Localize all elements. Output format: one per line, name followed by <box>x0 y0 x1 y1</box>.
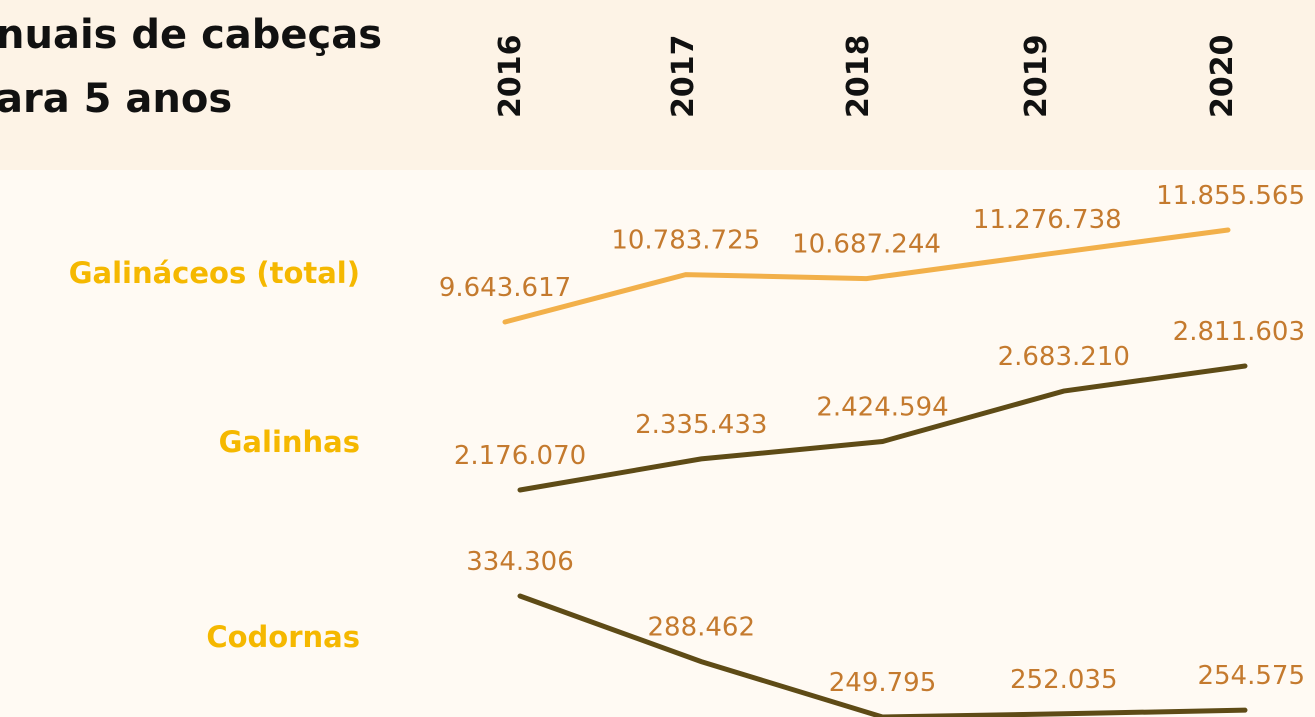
value-label: 11.276.738 <box>973 205 1122 235</box>
year-label: 2019 <box>1019 35 1054 119</box>
value-label: 10.783.725 <box>611 226 760 256</box>
row-label: Codornas <box>206 620 360 654</box>
line <box>517 593 1248 717</box>
value-label: 254.575 <box>1197 661 1305 691</box>
value-label: 11.855.565 <box>1156 181 1305 211</box>
line <box>502 227 1231 325</box>
title-line: ara 5 anos <box>0 76 232 122</box>
value-label: 9.643.617 <box>439 273 571 303</box>
value-label: 252.035 <box>1010 665 1118 695</box>
value-label: 334.306 <box>466 547 574 577</box>
year-label: 2016 <box>493 35 528 119</box>
title-line: nuais de cabeças <box>0 12 382 58</box>
value-label: 2.335.433 <box>635 410 767 440</box>
value-label: 2.424.594 <box>816 393 948 423</box>
year-label: 2020 <box>1205 35 1240 119</box>
value-label: 2.811.603 <box>1173 317 1305 347</box>
year-label: 2018 <box>841 35 876 119</box>
line <box>517 363 1248 493</box>
value-label: 249.795 <box>829 668 937 698</box>
value-label: 10.687.244 <box>792 230 941 260</box>
row-label: Galináceos (total) <box>69 256 360 290</box>
value-label: 2.683.210 <box>998 342 1130 372</box>
row-label: Galinhas <box>219 425 360 459</box>
value-label: 288.462 <box>647 613 755 643</box>
value-label: 2.176.070 <box>454 441 586 471</box>
year-label: 2017 <box>666 35 701 119</box>
header-band <box>0 0 1315 170</box>
